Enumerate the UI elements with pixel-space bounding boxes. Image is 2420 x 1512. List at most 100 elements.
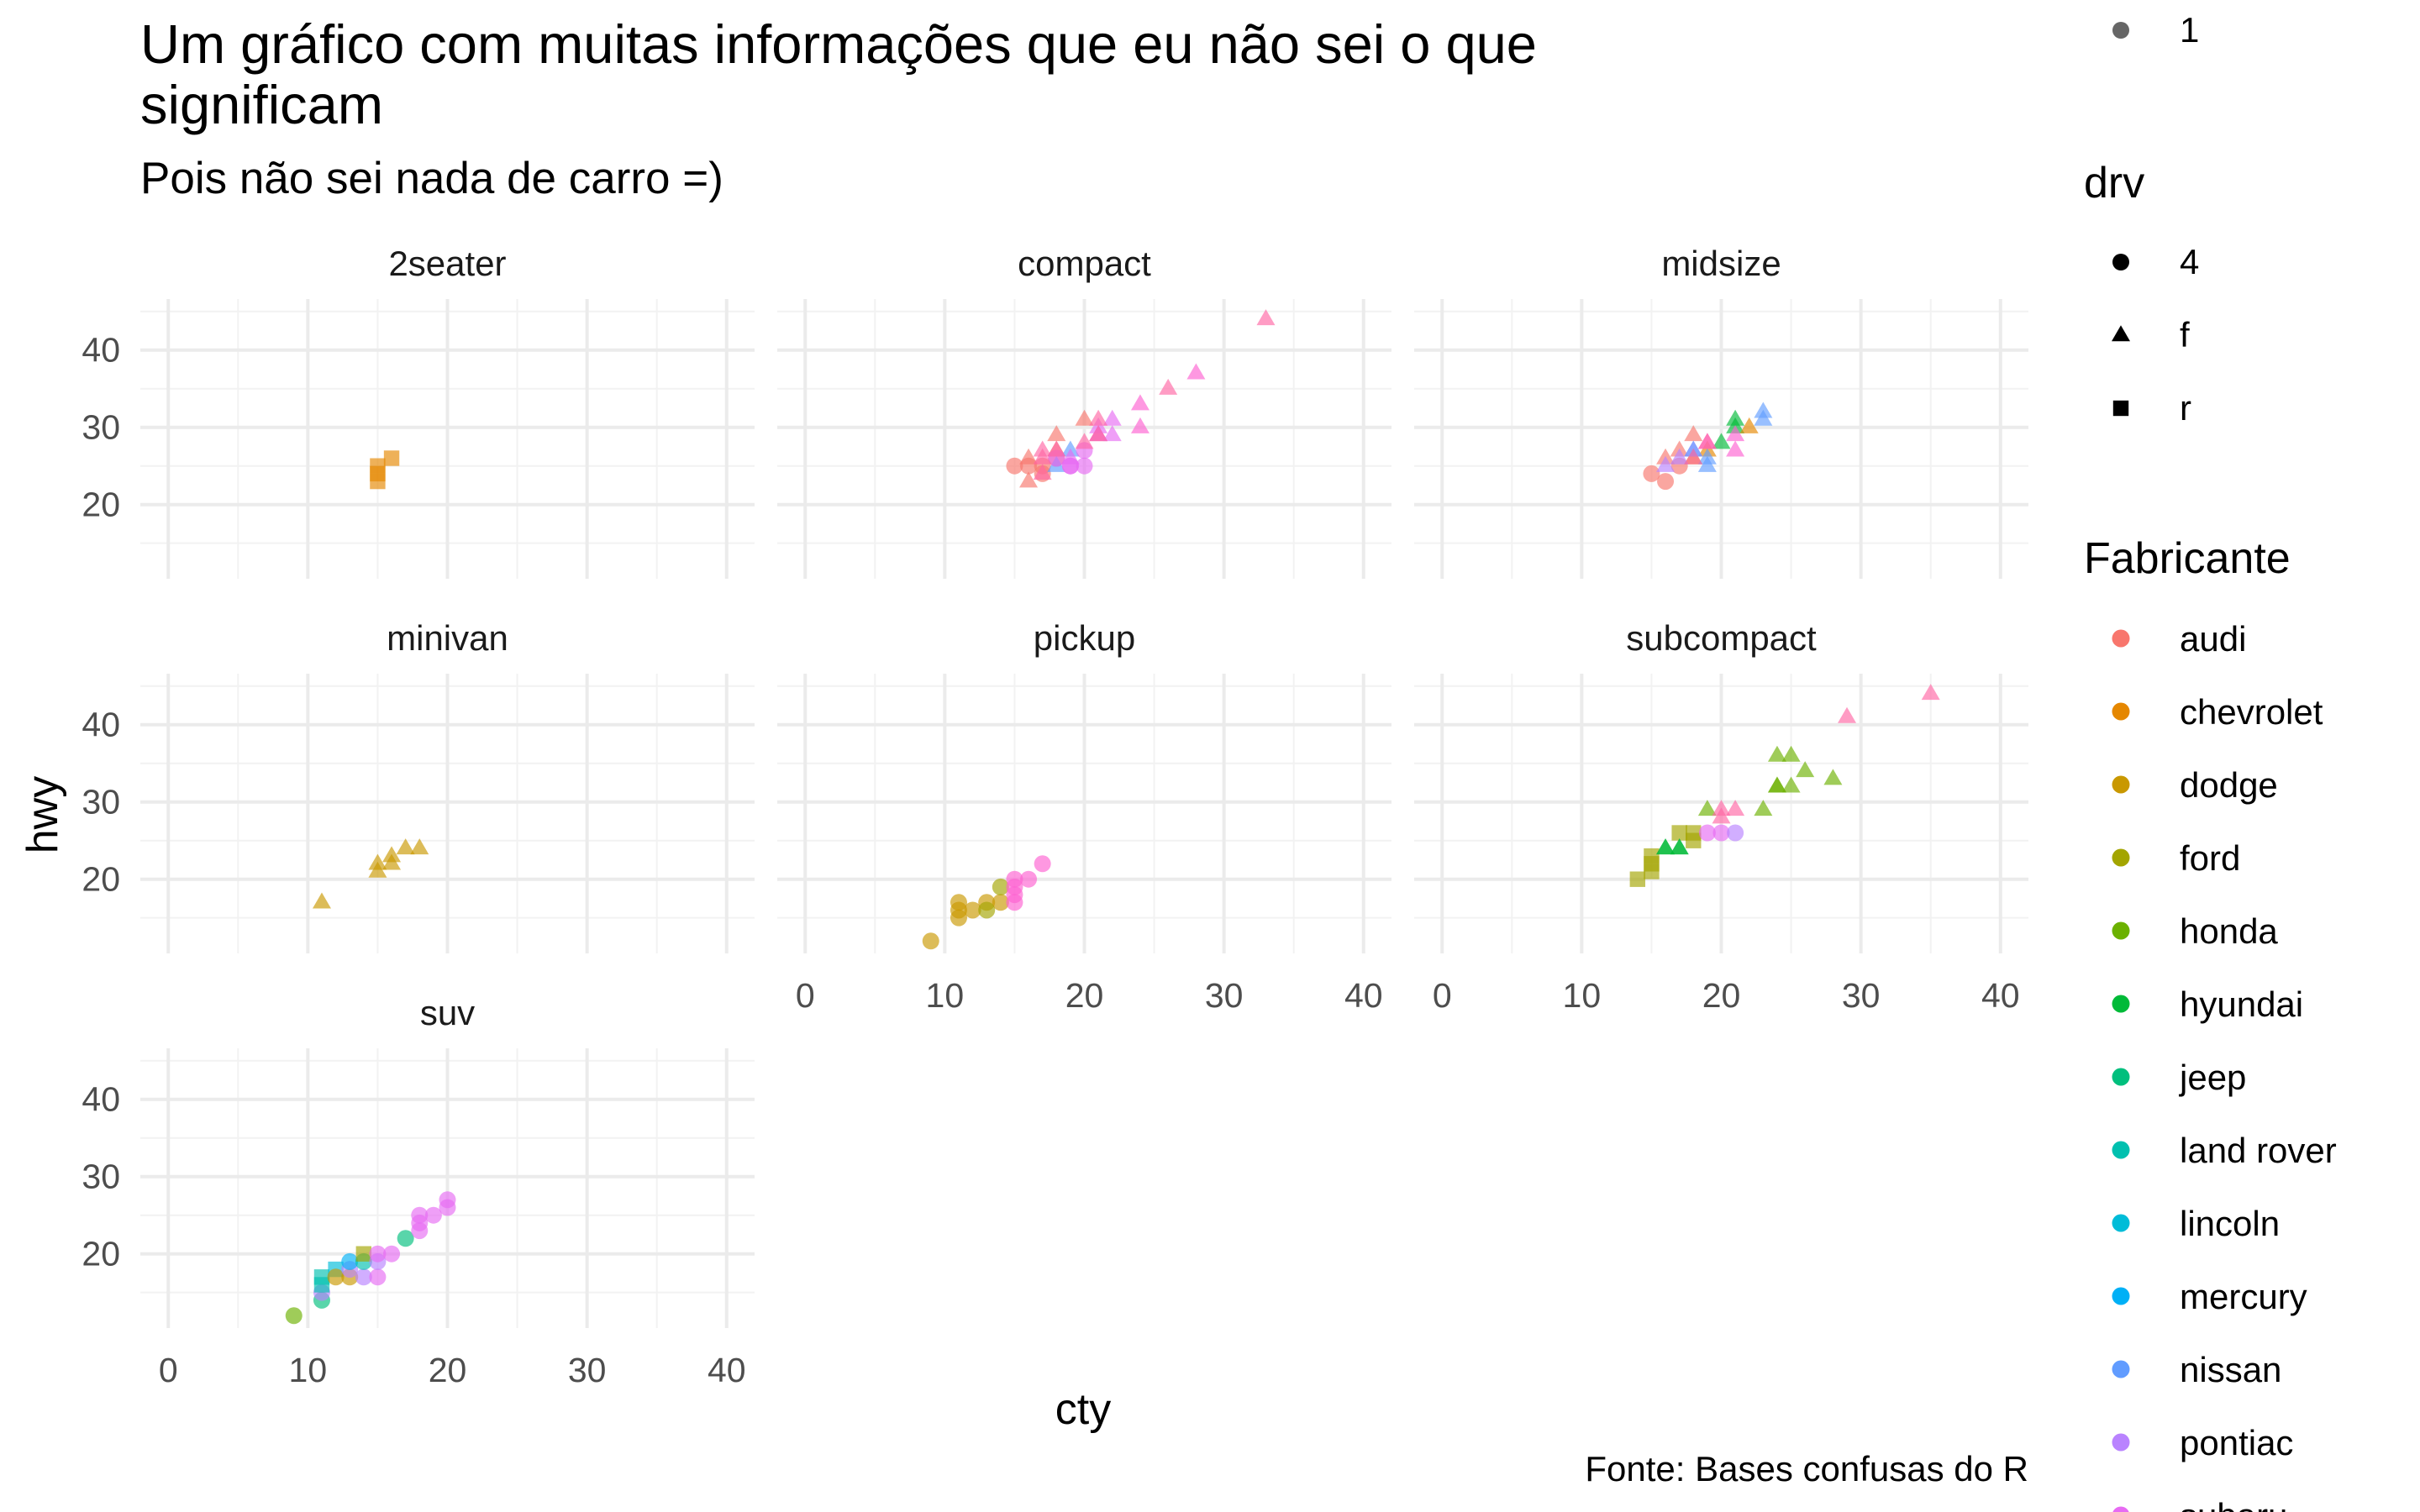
data-point: [1006, 870, 1023, 888]
data-point: [383, 450, 400, 466]
data-point: [1657, 473, 1675, 491]
facet-strip-label: subcompact: [1626, 618, 1817, 658]
data-point: [1823, 769, 1843, 785]
facet-strip-label: suv: [420, 993, 475, 1032]
data-point: [1033, 464, 1052, 480]
data-point: [1020, 457, 1038, 475]
legend-label: dodge: [2180, 765, 2278, 805]
legend-label: land rover: [2180, 1131, 2337, 1170]
chart-caption: Fonte: Bases confusas do R: [1585, 1449, 2028, 1488]
legend-label: mercury: [2180, 1277, 2307, 1316]
x-tick-label: 0: [796, 976, 815, 1015]
data-point: [1754, 800, 1773, 816]
legend-title: Fabricante: [2084, 534, 2291, 583]
legend-key-square: [2112, 400, 2129, 417]
data-point: [313, 1269, 330, 1285]
data-point: [1712, 433, 1731, 449]
data-point: [369, 1245, 387, 1263]
data-point: [1075, 433, 1094, 449]
data-point: [1684, 448, 1703, 465]
legend-label: honda: [2180, 911, 2278, 951]
data-point: [1697, 448, 1717, 465]
data-point: [397, 1230, 414, 1247]
data-point: [1089, 425, 1108, 442]
data-point: [355, 1268, 372, 1286]
data-point: [1629, 871, 1646, 887]
x-tick-label: 20: [1702, 976, 1741, 1015]
data-point: [950, 894, 967, 911]
data-point: [1256, 309, 1276, 326]
legend-key-ford: [2112, 848, 2130, 867]
legend-key-hyundai: [2112, 995, 2130, 1013]
data-point: [1047, 440, 1066, 457]
legend-label: r: [2180, 388, 2191, 428]
data-point: [1767, 745, 1786, 762]
data-point: [1754, 402, 1773, 418]
legend-key-size: [2112, 22, 2129, 39]
legend-key-triangle: [2112, 325, 2130, 342]
data-point: [382, 846, 402, 863]
data-point: [1739, 417, 1759, 433]
x-axis-title: cty: [1055, 1385, 1111, 1434]
x-tick-label: 20: [429, 1351, 467, 1389]
data-point: [368, 853, 387, 870]
x-tick-label: 30: [1842, 976, 1881, 1015]
data-point: [1656, 455, 1676, 472]
chart-subtitle: Pois não sei nada de carro =): [140, 154, 723, 203]
facet-panel-suv: suv 20 30 40 0 10 20 30 40: [82, 993, 755, 1389]
data-point: [1712, 800, 1731, 816]
legend-label: 1: [2180, 10, 2199, 50]
facet-strip-label: pickup: [1034, 618, 1135, 658]
legend-label: hyundai: [2180, 984, 2303, 1024]
legend-key-pontiac: [2112, 1433, 2130, 1452]
facet-panel-minivan: minivan 20 30 40: [82, 618, 755, 953]
x-tick-label: 10: [1563, 976, 1602, 1015]
data-point: [1712, 824, 1730, 842]
legend-key-land-rover: [2112, 1141, 2130, 1159]
facet-panel-midsize: midsize: [1414, 244, 2028, 579]
data-point: [1781, 776, 1801, 793]
legend-label: lincoln: [2180, 1204, 2280, 1243]
data-point: [978, 901, 996, 919]
data-point: [1698, 824, 1716, 842]
data-point: [1034, 855, 1051, 873]
data-point: [370, 458, 386, 474]
legend-key-audi: [2112, 629, 2130, 648]
legend-label: pontiac: [2180, 1423, 2293, 1462]
data-point: [285, 1307, 302, 1325]
y-tick-label: 40: [82, 1080, 120, 1119]
facet-panel-pickup: pickup 0 10 20 30 40: [777, 618, 1392, 1015]
legends: 1 drv 4 fr Fabricante audi chevrolet dodge ford h…: [2084, 10, 2337, 1512]
legend-label: ford: [2180, 838, 2240, 878]
facet-panels: 2seater 20 30 40 compact midsize minivan 20 30 40…: [82, 244, 2028, 1389]
data-point: [1102, 409, 1122, 426]
data-point: [1047, 425, 1066, 442]
facet-strip-label: compact: [1018, 244, 1151, 283]
data-point: [1130, 394, 1150, 411]
facet-strip-label: 2seater: [388, 244, 506, 283]
data-point: [1726, 409, 1745, 426]
facet-strip-label: midsize: [1661, 244, 1781, 283]
y-tick-label: 20: [82, 860, 120, 899]
facet-panel-compact: compact: [777, 244, 1392, 579]
legend-key-nissan: [2112, 1360, 2130, 1378]
x-tick-label: 40: [1344, 976, 1383, 1015]
data-point: [383, 1245, 401, 1263]
legend-key-lincoln: [2112, 1214, 2130, 1232]
data-point: [1686, 825, 1702, 841]
legend-label: 4: [2180, 242, 2199, 281]
legend-label: nissan: [2180, 1350, 2281, 1389]
y-tick-label: 20: [82, 486, 120, 524]
data-point: [964, 901, 981, 919]
x-tick-label: 10: [289, 1351, 328, 1389]
data-point: [992, 894, 1009, 911]
data-point: [1061, 457, 1079, 475]
legend-drv: drv 4 fr: [2084, 159, 2199, 428]
data-point: [1159, 378, 1178, 395]
data-point: [411, 1206, 429, 1224]
data-point: [1726, 440, 1745, 457]
data-point: [922, 932, 939, 950]
legend-fabricante: Fabricante audi chevrolet dodge ford honda hyu…: [2084, 534, 2337, 1512]
data-point: [1643, 465, 1660, 482]
